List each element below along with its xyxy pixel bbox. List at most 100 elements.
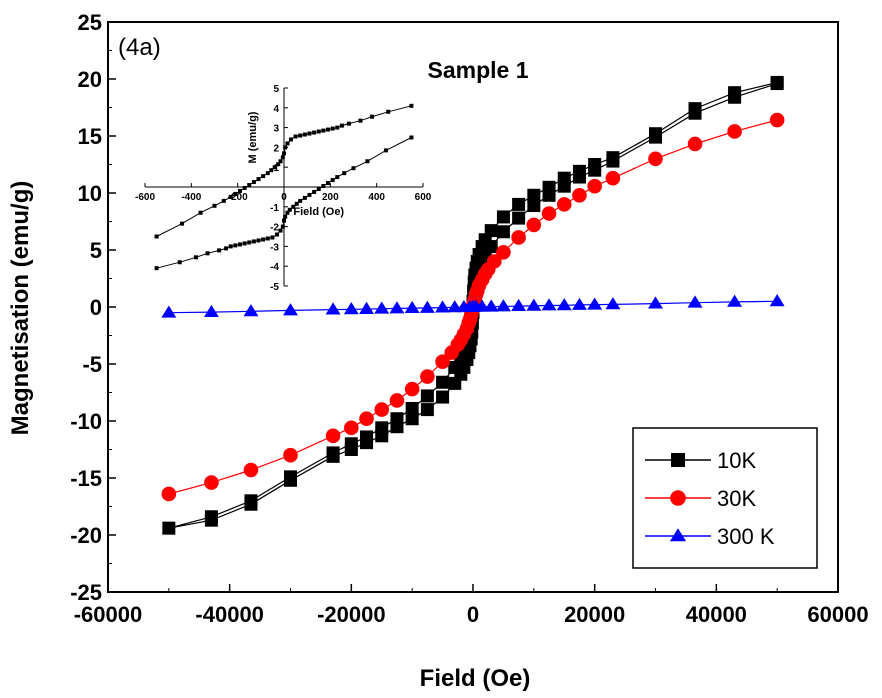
data-point <box>360 436 374 450</box>
series-300k <box>161 294 785 318</box>
data-point <box>390 420 404 434</box>
inset-y-tick-label: 3 <box>273 124 279 135</box>
y-axis-title: Magnetisation (emu/g) <box>7 181 34 436</box>
x-tick-label: -60000 <box>74 602 143 627</box>
data-point <box>526 217 542 233</box>
inset-data-point <box>283 214 288 219</box>
data-point <box>343 302 359 315</box>
data-point <box>727 124 742 139</box>
inset-data-point <box>228 194 233 199</box>
inset-data-point <box>335 175 340 180</box>
inset-y-tick-label: -3 <box>270 242 279 253</box>
data-point <box>420 403 434 417</box>
data-point <box>284 473 297 487</box>
inset-x-tick-label: 600 <box>415 192 432 203</box>
x-tick-label: -20000 <box>317 602 386 627</box>
inset-data-point <box>288 137 293 142</box>
inset-data-point <box>339 123 344 128</box>
data-point <box>325 302 341 315</box>
y-tick-label: -15 <box>70 466 102 491</box>
data-point <box>671 453 685 467</box>
data-point <box>204 513 218 527</box>
inset-y-label: M (emu/g) <box>247 111 259 163</box>
inset-data-point <box>298 133 303 138</box>
data-point <box>283 447 298 463</box>
inset-data-point <box>351 166 356 171</box>
inset-data-point <box>386 109 391 114</box>
data-point <box>204 475 219 490</box>
data-point <box>496 244 511 260</box>
chart-title: Sample 1 <box>428 57 529 83</box>
data-point <box>420 389 434 403</box>
inset-data-point <box>282 151 286 156</box>
x-tick-label: 0 <box>467 602 479 627</box>
inset-data-point <box>233 191 238 196</box>
data-point <box>203 304 219 318</box>
y-tick-label: 25 <box>78 10 102 35</box>
inset-data-point <box>212 203 217 208</box>
data-point <box>606 154 620 168</box>
inset-data-point <box>193 255 198 260</box>
inset-data-point <box>282 218 286 223</box>
data-point <box>587 297 603 310</box>
inset-data-point <box>251 239 256 244</box>
inset-data-point <box>307 192 312 197</box>
y-tick-label: -5 <box>82 352 102 377</box>
inset-data-point <box>154 266 159 271</box>
inset-data-point <box>242 241 247 246</box>
data-point <box>436 390 450 404</box>
data-point <box>374 402 390 417</box>
inset-data-point <box>330 178 335 183</box>
data-point <box>527 199 541 213</box>
legend-label: 10K <box>717 448 756 473</box>
inset-data-point <box>302 195 307 200</box>
legend-entry: 30K <box>645 486 756 511</box>
inset-data-point <box>261 237 266 242</box>
data-point <box>511 230 526 245</box>
data-point <box>557 179 571 193</box>
inset-y-tick-label: -4 <box>270 262 279 273</box>
inset-data-point <box>365 159 370 164</box>
data-point <box>769 112 785 128</box>
inset-data-point <box>276 162 281 167</box>
y-tick-label: -25 <box>70 580 102 605</box>
inset-data-point <box>342 171 347 176</box>
data-point <box>375 429 389 443</box>
inset-data-point <box>316 129 321 134</box>
data-point <box>389 301 405 314</box>
y-tick-label: -20 <box>70 523 102 548</box>
data-point <box>605 297 621 310</box>
inset-data-point <box>287 207 292 212</box>
data-point <box>511 298 527 312</box>
data-point <box>447 300 463 313</box>
inset-data-point <box>307 131 312 136</box>
inset-data-point <box>293 134 298 139</box>
inset-data-point <box>280 224 285 229</box>
inset-y-tick-label: -2 <box>270 223 279 234</box>
data-point <box>405 401 419 415</box>
inset-data-point <box>205 251 210 256</box>
inset-data-point <box>233 243 238 248</box>
inset-data-point <box>256 177 261 182</box>
inset-x-tick-label: 200 <box>322 192 339 203</box>
inset-data-point <box>302 132 307 137</box>
series-layer <box>161 75 785 535</box>
data-point <box>649 130 662 144</box>
inset-data-point <box>316 186 321 191</box>
data-point <box>687 295 703 308</box>
y-tick-label: 20 <box>78 67 102 92</box>
inset-data-point <box>270 235 275 240</box>
data-point <box>436 375 450 389</box>
inset-x-tick-label: -200 <box>228 192 248 203</box>
x-tick-label: -40000 <box>195 602 264 627</box>
x-tick-label: 20000 <box>564 602 625 627</box>
data-point <box>605 170 621 186</box>
data-point <box>326 449 340 463</box>
data-point <box>512 197 526 211</box>
inset-y-tick-label: -5 <box>270 282 279 293</box>
legend-label: 300 K <box>717 524 775 549</box>
inset-y-tick-label: 4 <box>273 104 279 115</box>
inset-data-point <box>294 201 299 206</box>
data-point <box>588 163 602 177</box>
inset-x-label: Field (Oe) <box>293 206 344 218</box>
